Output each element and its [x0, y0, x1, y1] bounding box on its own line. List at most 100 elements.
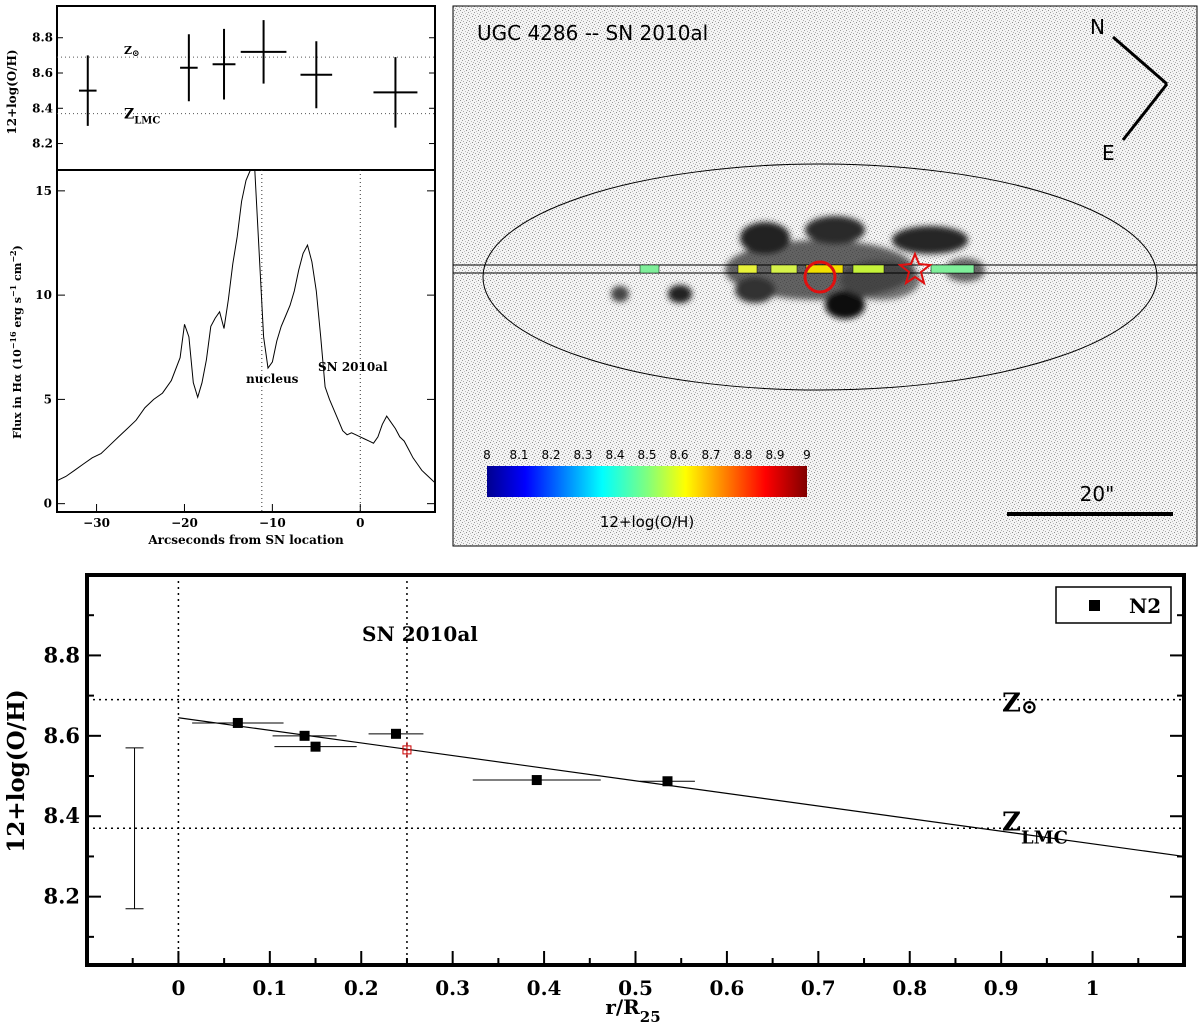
- nucleus-marker: [803, 260, 837, 294]
- colorbar-tick-label: 8.1: [509, 448, 528, 462]
- halpha-xlabel: Arcseconds from SN location: [147, 533, 344, 547]
- gradient-point: [390, 728, 401, 739]
- halpha-ylabel-e2: −1: [8, 285, 18, 297]
- sn-star-marker: [897, 251, 933, 286]
- gradient-point: [531, 775, 542, 786]
- galaxy-image-panel: UGC 4286 -- SN 2010al N E 8 8.1 8.2 8.3 8.4 8…: [452, 5, 1198, 547]
- gradient-fit-line: [178, 717, 1185, 858]
- halpha-ylabel: Flux in Hα (10−16 erg s−1 cm−2): [8, 245, 24, 439]
- galaxy-blob: [611, 286, 629, 302]
- gradient-xlabel-main: r/R: [605, 995, 640, 1019]
- gradient-ylabel: 12+log(O/H): [3, 689, 30, 852]
- halpha-ylabel-e3: −2: [8, 250, 18, 262]
- gradient-point: [299, 730, 310, 741]
- halpha-ytick-label: 5: [44, 392, 52, 406]
- gradient-xtick-label: 0.7: [801, 976, 836, 1000]
- colorbar-tick-label: 8.8: [733, 448, 752, 462]
- abundance-ytick-label: 8.6: [32, 66, 53, 80]
- slit-apertures: [639, 264, 975, 274]
- halpha-ylabel-c: cm: [11, 262, 24, 285]
- aperture: [639, 264, 660, 274]
- gradient-ytick-label: 8.6: [43, 723, 80, 748]
- aperture: [930, 264, 975, 274]
- gradient-panel-frame: [85, 573, 1186, 967]
- galaxy-blob: [805, 216, 865, 244]
- colorbar-label: 12+log(O/H): [600, 513, 694, 531]
- gradient-panel: Z⊙ ZLMC 0 0.1 0.2 0.3 0.4 0.5 0.6 0.7 0.8 0.9 1 8.2 8…: [3, 573, 1186, 1026]
- colorbar-tick-label: 8.3: [573, 448, 592, 462]
- compass-east-arm: [1121, 83, 1169, 141]
- compass-north-arm: [1112, 35, 1168, 86]
- galaxy-blob: [740, 222, 790, 254]
- nucleus-label: nucleus: [246, 372, 299, 386]
- gradient-ref-label: ZLMC: [1002, 807, 1068, 848]
- halpha-ylabel-b: erg s: [11, 297, 24, 331]
- gradient-xlabel-sub: 25: [640, 1008, 661, 1026]
- legend-marker: [1089, 600, 1100, 611]
- colorbar: [487, 466, 807, 497]
- legend-label: N2: [1129, 594, 1161, 618]
- halpha-flux-curve: [56, 169, 436, 484]
- abundance-panel-frame: [56, 5, 436, 171]
- abundance-ref-sub: ⊙: [132, 49, 140, 59]
- gradient-xtick-label: 0.2: [344, 976, 379, 1000]
- gradient-xtick-label: 0.3: [435, 976, 470, 1000]
- colorbar-tick-label: 8.6: [669, 448, 688, 462]
- gradient-ref-sub: ⊙: [1021, 695, 1038, 719]
- galaxy-blob: [735, 277, 775, 303]
- gradient-xtick-label: 0.8: [892, 976, 927, 1000]
- halpha-xtick-label: −20: [171, 516, 198, 530]
- halpha-ytick-label: 15: [35, 184, 52, 198]
- sn-label: SN 2010al: [318, 360, 388, 374]
- halpha-panel: −30 −20 −10 0 0 5 10 15 nucleus SN 2010al Arcse…: [8, 169, 436, 547]
- compass-north-label: N: [1090, 15, 1105, 39]
- halpha-ytick-label: 0: [44, 497, 52, 511]
- galaxy-blob: [668, 285, 692, 303]
- gradient-point: [232, 717, 243, 728]
- aperture: [770, 264, 798, 274]
- gradient-point: [662, 776, 673, 787]
- abundance-panel: Z⊙ ZLMC 8.2 8.4 8.6 8.8 12+log(O/H): [5, 5, 436, 171]
- colorbar-tick-label: 9: [803, 448, 811, 462]
- halpha-ytick-label: 10: [35, 288, 52, 302]
- galaxy-blob: [825, 291, 865, 319]
- gradient-xtick-label: 0.5: [618, 976, 653, 1000]
- r25-ellipse: [482, 163, 1158, 391]
- colorbar-tick-label: 8.7: [701, 448, 720, 462]
- abundance-ref-label: ZLMC: [124, 107, 160, 127]
- scale-bar-label: 20": [1080, 482, 1115, 506]
- abundance-ytick-label: 8.8: [32, 31, 53, 45]
- gradient-xtick-label: 1: [1086, 976, 1100, 1000]
- gradient-xlabel: r/R25: [605, 995, 660, 1026]
- halpha-ylabel-a: Flux in Hα (10: [11, 349, 24, 439]
- gradient-ytick-label: 8.8: [43, 642, 80, 667]
- legend-box: [1055, 586, 1172, 624]
- abundance-ref-sub: LMC: [134, 116, 160, 127]
- gradient-ref-sub: LMC: [1021, 827, 1068, 848]
- halpha-xtick-label: −30: [83, 516, 110, 530]
- abundance-ytick-label: 8.4: [32, 101, 53, 115]
- halpha-panel-frame: [56, 169, 436, 513]
- gradient-xtick-label: 0: [171, 976, 185, 1000]
- colorbar-tick-label: 8.4: [605, 448, 624, 462]
- aperture: [737, 264, 758, 274]
- gradient-xtick-label: 0.9: [984, 976, 1019, 1000]
- compass: N E: [1090, 15, 1169, 165]
- compass-east-label: E: [1102, 141, 1115, 165]
- gradient-xtick-label: 0.6: [710, 976, 745, 1000]
- colorbar-tick-label: 8.2: [541, 448, 560, 462]
- galaxy-blob: [892, 226, 968, 254]
- halpha-ylabel-e1: −16: [8, 331, 18, 349]
- aperture: [852, 264, 885, 274]
- colorbar-tick-label: 8: [483, 448, 491, 462]
- gradient-ytick-label: 8.4: [43, 803, 80, 828]
- gradient-ref-label: Z⊙: [1002, 689, 1038, 719]
- gradient-sn-label: SN 2010al: [362, 622, 478, 646]
- halpha-xtick-label: 0: [356, 516, 364, 530]
- abundance-ytick-label: 8.2: [32, 137, 53, 151]
- gradient-xtick-label: 0.4: [527, 976, 562, 1000]
- gradient-point: [310, 741, 321, 752]
- image-title: UGC 4286 -- SN 2010al: [477, 21, 708, 45]
- abundance-ref-label: Z⊙: [124, 44, 140, 59]
